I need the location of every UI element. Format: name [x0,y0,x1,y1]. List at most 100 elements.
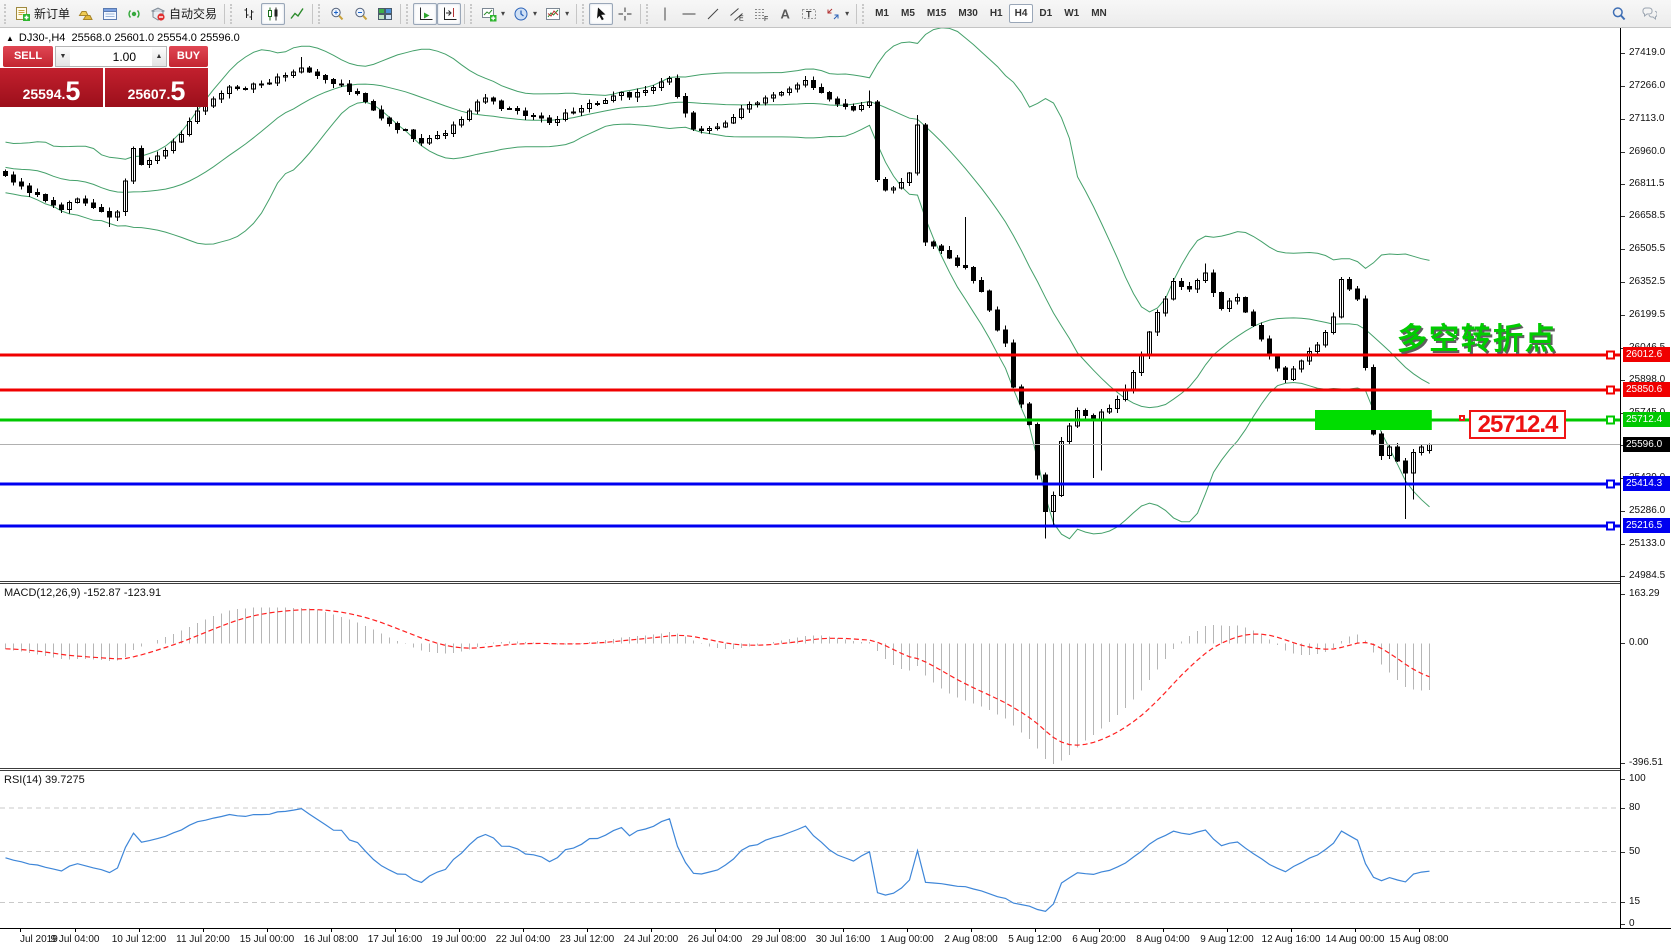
callout-anchor-handle[interactable] [1459,415,1465,421]
data-window-button[interactable] [98,3,122,25]
chat-button[interactable] [1637,3,1661,25]
bar-chart-button[interactable] [237,3,261,25]
toolbar-drag-handle[interactable] [230,3,234,24]
price-scale[interactable]: 27419.0 27266.0 27113.0 26960.0 26811.5 26658… [1620,28,1671,929]
time-axis-tick [1291,929,1292,932]
vertical-line-button[interactable] [653,3,677,25]
candlestick-chart-icon [265,6,281,22]
cursor-button[interactable] [589,2,614,25]
price-tick-label: 26352.5 [1629,276,1666,287]
macd-panel[interactable] [0,584,1620,768]
chevron-down-icon[interactable]: ▾ [565,9,570,18]
time-axis-label: 23 Jul 12:00 [559,934,615,945]
volume-increase-button[interactable]: ▲ [152,47,166,66]
auto-scroll-button[interactable] [413,2,438,25]
rsi-line [5,807,1430,912]
arrows-button[interactable]: ▾ [821,3,853,25]
arrows-icon [825,6,841,22]
gold-bars-button[interactable] [74,3,98,25]
timeframe-m5-button[interactable]: M5 [901,8,915,19]
bollinger-lower-band[interactable] [5,101,1430,540]
price-callout-label[interactable]: 25712.4 [1469,410,1566,439]
fibonacci-button[interactable]: F [749,3,773,25]
chevron-down-icon[interactable]: ▾ [501,9,506,18]
chevron-down-icon[interactable]: ▾ [845,9,850,18]
tile-windows-button[interactable] [373,3,397,25]
panel-separator[interactable] [0,768,1671,771]
time-axis-label: 19 Jul 00:00 [431,934,487,945]
time-axis[interactable]: Jul 2019 9 Jul 04:00 10 Jul 12:00 11 Jul 20… [0,928,1671,950]
crosshair-button[interactable] [613,3,637,25]
horizontal-line-button[interactable] [677,3,701,25]
auto-trading-button[interactable]: 自动交易 [146,3,221,25]
channel-icon: E [729,6,745,22]
scale-tick [1621,779,1625,780]
chart-shift-button[interactable] [437,2,462,25]
sell-price-display[interactable]: 25594. 5 [0,68,103,107]
volume-decrease-button[interactable]: ▼ [56,47,70,66]
new-chart-button[interactable]: ▾ [477,3,509,25]
volume-input[interactable] [70,47,152,66]
bollinger-middle-band[interactable] [5,83,1430,409]
line-end-handle[interactable] [1606,385,1615,395]
time-axis-tick [139,929,140,932]
buy-button[interactable]: BUY [169,46,208,67]
indicators-button[interactable]: ▾ [541,3,573,25]
price-tick-label: 15 [1629,896,1641,907]
zoom-out-button[interactable] [349,3,373,25]
horizontal-line-icon [681,6,697,22]
chart-window[interactable]: 27419.0 27266.0 27113.0 26960.0 26811.5 26658… [0,28,1671,950]
timeframe-h4-button[interactable]: H4 [1008,4,1034,23]
timeframe-m30-button[interactable]: M30 [958,8,978,19]
timeframe-m1-button[interactable]: M1 [875,8,889,19]
timeframe-mn-button[interactable]: MN [1091,8,1107,19]
trendline-button[interactable] [701,3,725,25]
time-axis-tick [1355,929,1356,932]
line-end-handle[interactable] [1606,521,1615,531]
main-price-chart[interactable] [0,28,1620,581]
profiles-button[interactable]: ▾ [509,3,541,25]
new-order-button[interactable]: 新订单 [11,3,74,25]
toolbar-drag-handle[interactable] [406,3,410,24]
price-tick-label: 27113.0 [1629,113,1665,124]
timeframe-d1-button[interactable]: D1 [1039,8,1053,19]
svg-text:F: F [764,16,768,22]
sell-button[interactable]: SELL [3,46,53,67]
line-end-handle[interactable] [1606,415,1615,425]
collapse-panel-icon[interactable]: ▲ [6,34,14,43]
time-axis-label: 9 Aug 12:00 [1200,934,1254,945]
text-label-button[interactable]: T [797,3,821,25]
candlestick-chart-button[interactable] [261,2,286,25]
buy-price-display[interactable]: 25607. 5 [105,68,208,107]
zoom-in-button[interactable] [325,3,349,25]
auto-scroll-icon [417,6,433,22]
toolbar-drag-handle[interactable] [470,3,474,24]
price-tick-label: 0 [1629,918,1635,929]
price-tick-label: 26658.5 [1629,210,1666,221]
time-axis-tick [1035,929,1036,932]
chevron-down-icon[interactable]: ▾ [533,9,538,18]
chart-text-annotation[interactable]: 多空转折点 [1397,323,1557,356]
line-end-handle[interactable] [1606,350,1615,360]
toolbar-drag-handle[interactable] [4,3,8,24]
time-axis-tick [75,929,76,932]
timeframe-w1-button[interactable]: W1 [1064,8,1080,19]
line-end-handle[interactable] [1606,479,1615,489]
toolbar-drag-handle[interactable] [646,3,650,24]
channel-button[interactable]: E [725,3,749,25]
toolbar-button-label: 新订单 [34,7,71,21]
signal-button[interactable] [122,3,146,25]
highlight-rectangle[interactable] [1315,410,1432,430]
search-button[interactable] [1607,3,1631,25]
toolbar-drag-handle[interactable] [582,3,586,24]
toolbar-drag-handle[interactable] [862,3,866,24]
time-axis-tick [1163,929,1164,932]
timeframe-m15-button[interactable]: M15 [926,8,947,19]
line-chart-button[interactable] [285,3,309,25]
toolbar-drag-handle[interactable] [318,3,322,24]
bollinger-upper-band[interactable] [5,28,1430,313]
timeframe-h1-button[interactable]: H1 [989,8,1003,19]
rsi-panel[interactable] [0,771,1620,928]
text-button[interactable]: A [773,3,797,25]
panel-separator[interactable] [0,581,1671,584]
